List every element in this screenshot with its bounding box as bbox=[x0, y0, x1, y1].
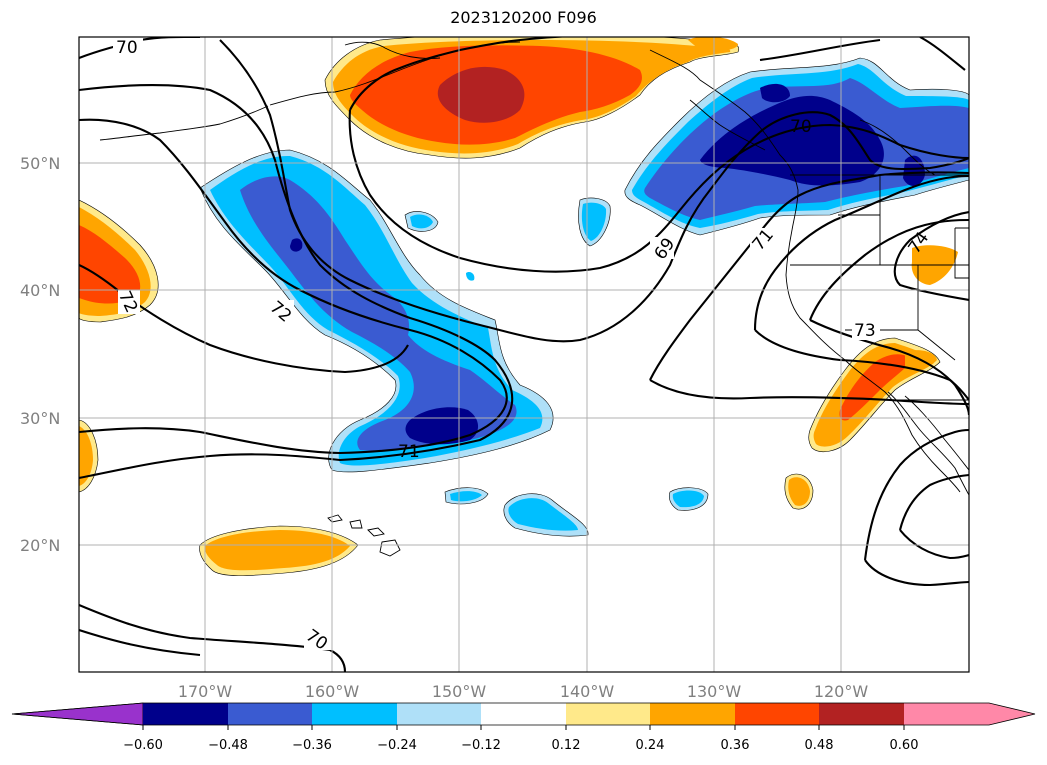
lat-label-20n: 20°N bbox=[20, 536, 60, 555]
contour-label-71-pacific: 71 bbox=[398, 442, 420, 462]
lon-label-170w: 170°W bbox=[178, 682, 233, 701]
lon-label-140w: 140°W bbox=[560, 682, 615, 701]
contour-label-73: 73 bbox=[854, 321, 876, 341]
colorbar-tick-label: 0.60 bbox=[890, 738, 919, 753]
contour-label-70-bc: 70 bbox=[790, 117, 812, 137]
colorbar-extend-max bbox=[989, 703, 1035, 725]
colorbar-cell bbox=[481, 703, 566, 725]
lat-label-40n: 40°N bbox=[20, 281, 60, 300]
map-frame bbox=[78, 36, 970, 673]
contour-label-70-top: 70 bbox=[116, 38, 138, 58]
negative-anomaly-shading bbox=[199, 57, 969, 537]
colorbar-cell bbox=[566, 703, 650, 725]
colorbar-tick-label: 0.48 bbox=[805, 738, 834, 753]
colorbar: −0.60 −0.48 −0.36 −0.24 −0.12 0.12 0.24 … bbox=[11, 702, 1036, 753]
longitude-labels: 170°W 160°W 150°W 140°W 130°W 120°W bbox=[178, 682, 869, 701]
colorbar-tick-label: 0.12 bbox=[552, 738, 581, 753]
colorbar-cell bbox=[228, 703, 312, 725]
colorbar-cell bbox=[143, 703, 228, 725]
colorbar-extend-min bbox=[11, 702, 144, 726]
lon-label-130w: 130°W bbox=[687, 682, 742, 701]
colorbar-cell bbox=[650, 703, 735, 725]
contour-lines bbox=[79, 37, 969, 672]
lon-label-120w: 120°W bbox=[814, 682, 869, 701]
colorbar-tick-label: −0.60 bbox=[123, 738, 163, 753]
colorbar-tick-label: 0.36 bbox=[721, 738, 750, 753]
colorbar-tick-label: −0.48 bbox=[208, 738, 248, 753]
lon-label-150w: 150°W bbox=[432, 682, 487, 701]
colorbar-cell bbox=[735, 703, 819, 725]
colorbar-tick-label: −0.36 bbox=[292, 738, 332, 753]
lat-label-50n: 50°N bbox=[20, 154, 60, 173]
colorbar-tick-label: 0.24 bbox=[636, 738, 665, 753]
lon-label-160w: 160°W bbox=[305, 682, 360, 701]
colorbar-cell bbox=[312, 703, 397, 725]
colorbar-cell bbox=[904, 703, 989, 725]
gridlines bbox=[79, 37, 969, 672]
colorbar-tick-label: −0.24 bbox=[377, 738, 417, 753]
map-plot-area: 70 72 71 69 71 70 73 74 72 70 bbox=[79, 37, 969, 672]
colorbar-tick-label: −0.12 bbox=[461, 738, 501, 753]
colorbar-cell bbox=[397, 703, 481, 725]
lat-label-30n: 30°N bbox=[20, 409, 60, 428]
map-title: 2023120200 F096 bbox=[450, 8, 597, 27]
colorbar-cell bbox=[819, 703, 904, 725]
latitude-labels: 50°N 40°N 30°N 20°N bbox=[20, 154, 60, 555]
